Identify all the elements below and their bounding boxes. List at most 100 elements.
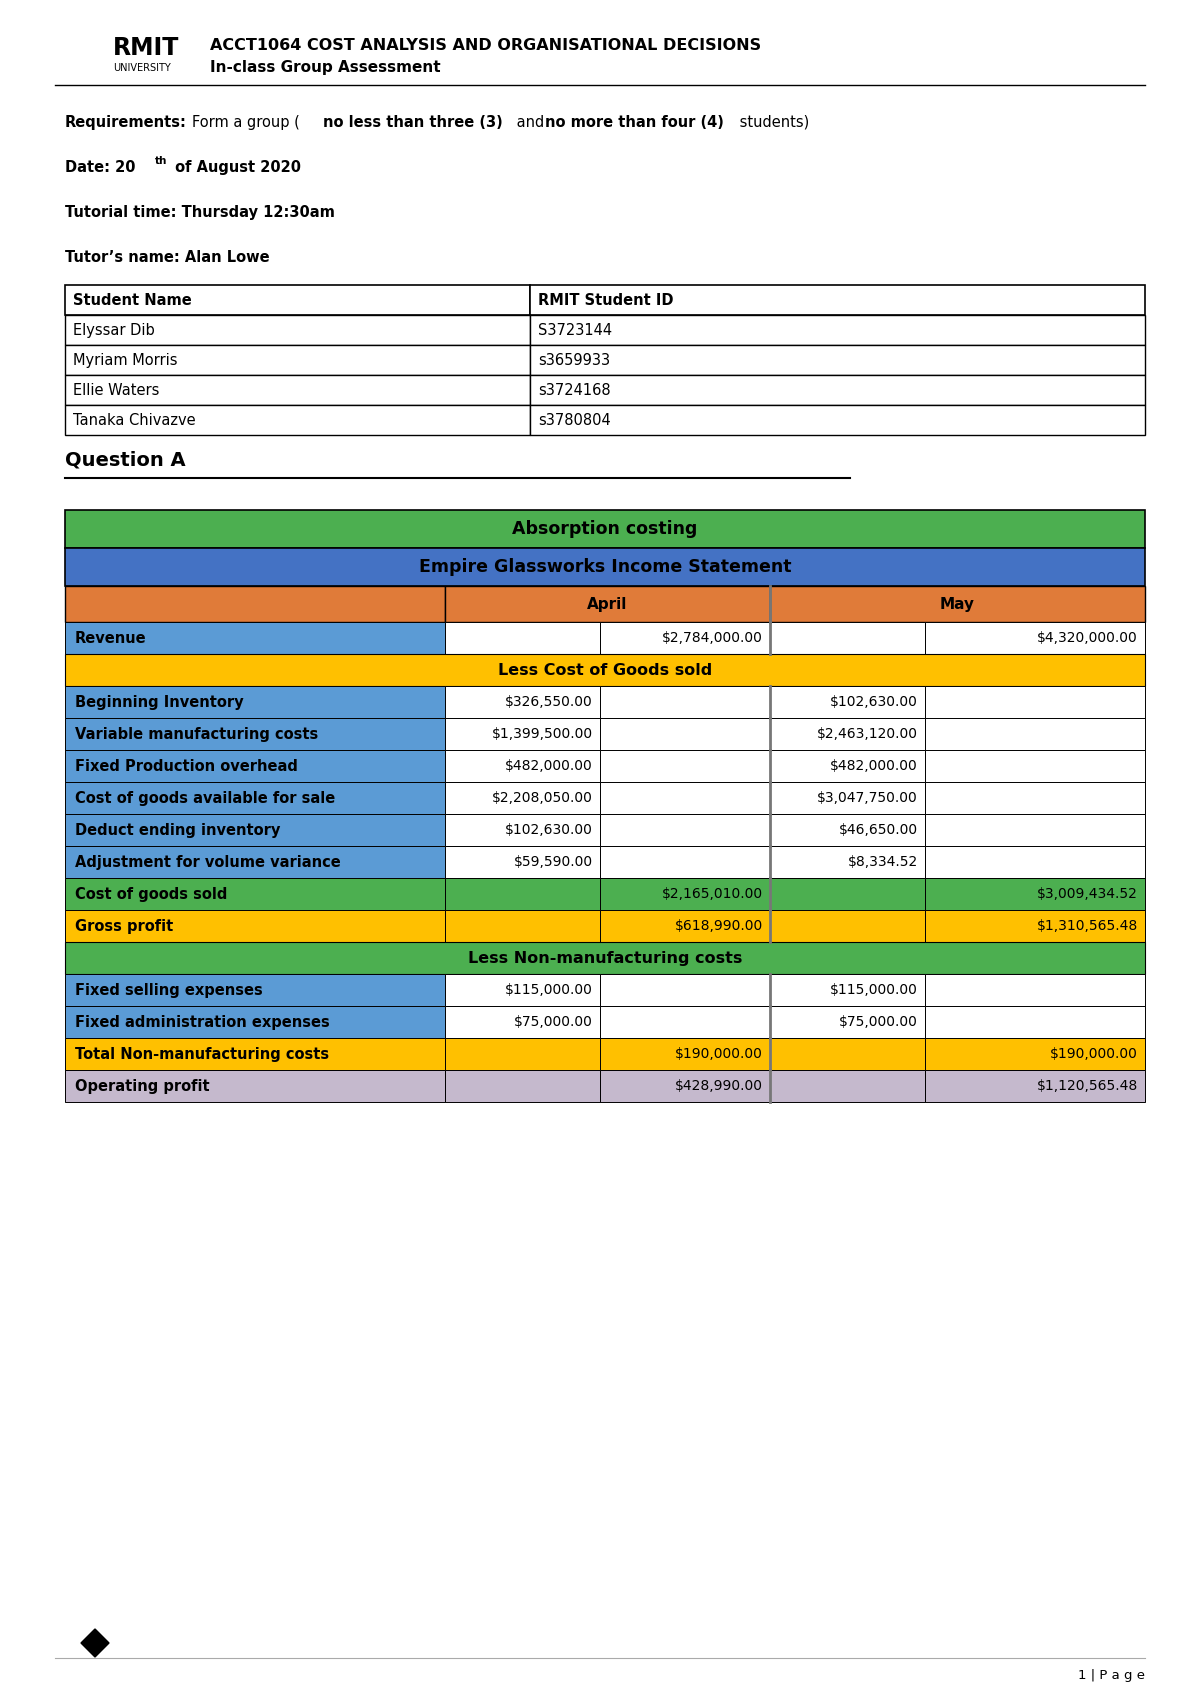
Bar [770,813,925,846]
Bar [445,718,600,751]
Text: Tanaka Chivazve: Tanaka Chivazve [73,413,196,428]
Bar [445,621,600,654]
Bar [770,1037,925,1070]
Bar [770,718,925,751]
Text: no less than three (3): no less than three (3) [323,114,503,129]
Bar [600,718,770,751]
Bar [925,621,1145,654]
Text: $1,120,565.48: $1,120,565.48 [1037,1078,1138,1094]
Text: Operating profit: Operating profit [74,1078,210,1094]
Text: $115,000.00: $115,000.00 [830,983,918,997]
Bar [65,846,445,878]
Text: no more than four (4): no more than four (4) [545,114,724,129]
Bar [65,509,1145,548]
Bar [65,316,530,345]
Bar [600,621,770,654]
Text: Less Non-manufacturing costs: Less Non-manufacturing costs [468,951,742,966]
Text: and: and [512,114,548,129]
Bar [925,975,1145,1005]
Bar [445,586,770,621]
Text: Deduct ending inventory: Deduct ending inventory [74,822,281,837]
Bar [925,686,1145,718]
Bar [65,1037,445,1070]
Text: Less Cost of Goods sold: Less Cost of Goods sold [498,662,712,678]
Bar [770,975,925,1005]
Text: Beginning Inventory: Beginning Inventory [74,694,244,710]
Text: $59,590.00: $59,590.00 [514,856,593,869]
Bar [530,345,1145,375]
Text: Date: 20: Date: 20 [65,160,136,175]
Text: $75,000.00: $75,000.00 [839,1015,918,1029]
Text: RMIT Student ID: RMIT Student ID [538,292,673,307]
Text: $4,320,000.00: $4,320,000.00 [1037,632,1138,645]
Bar [925,783,1145,813]
Bar [770,1005,925,1037]
Text: $326,550.00: $326,550.00 [505,694,593,710]
Text: $618,990.00: $618,990.00 [674,919,763,932]
Text: $482,000.00: $482,000.00 [830,759,918,773]
Bar [600,1070,770,1102]
Bar [600,910,770,942]
Text: $3,009,434.52: $3,009,434.52 [1037,886,1138,902]
Bar [65,813,445,846]
Text: $428,990.00: $428,990.00 [674,1078,763,1094]
Bar [65,621,445,654]
Text: $3,047,750.00: $3,047,750.00 [817,791,918,805]
Text: $2,463,120.00: $2,463,120.00 [817,727,918,740]
Polygon shape [82,1628,109,1657]
Bar [530,375,1145,406]
Text: $2,208,050.00: $2,208,050.00 [492,791,593,805]
Bar [65,878,445,910]
Text: Empire Glassworks Income Statement: Empire Glassworks Income Statement [419,559,791,576]
Bar [770,783,925,813]
Bar [445,910,600,942]
Bar [530,316,1145,345]
Bar [445,846,600,878]
Text: Cost of goods sold: Cost of goods sold [74,886,227,902]
Bar [65,942,1145,975]
Text: S3723144: S3723144 [538,323,612,338]
Bar [445,1070,600,1102]
Text: $190,000.00: $190,000.00 [1050,1048,1138,1061]
Text: $1,399,500.00: $1,399,500.00 [492,727,593,740]
Text: $8,334.52: $8,334.52 [847,856,918,869]
Bar [65,718,445,751]
Text: Question A: Question A [65,450,186,470]
Bar [925,1070,1145,1102]
Text: RMIT: RMIT [113,36,179,59]
Text: Tutorial time: Thursday 12:30am: Tutorial time: Thursday 12:30am [65,204,335,219]
Bar [770,621,925,654]
Bar [65,406,530,435]
Text: April: April [587,596,628,611]
Bar [65,686,445,718]
Bar [445,1005,600,1037]
Bar [770,846,925,878]
Text: Requirements:: Requirements: [65,114,187,129]
Bar [925,718,1145,751]
Text: 1 | P a g e: 1 | P a g e [1078,1669,1145,1681]
Text: of August 2020: of August 2020 [170,160,301,175]
Text: th: th [155,156,167,166]
Bar [65,654,1145,686]
Bar [770,910,925,942]
Text: Ellie Waters: Ellie Waters [73,382,160,397]
Text: Fixed administration expenses: Fixed administration expenses [74,1014,330,1029]
Text: Fixed selling expenses: Fixed selling expenses [74,983,263,997]
Text: students): students) [734,114,809,129]
Bar [770,878,925,910]
Text: In-class Group Assessment: In-class Group Assessment [210,59,440,75]
Text: $102,630.00: $102,630.00 [830,694,918,710]
Bar [600,975,770,1005]
Bar [925,846,1145,878]
Text: Form a group (: Form a group ( [192,114,300,129]
Bar [65,586,445,621]
Text: UNIVERSITY: UNIVERSITY [113,63,170,73]
Text: Myriam Morris: Myriam Morris [73,353,178,367]
Bar [925,1037,1145,1070]
Bar [600,846,770,878]
Text: Elyssar Dib: Elyssar Dib [73,323,155,338]
Text: $102,630.00: $102,630.00 [505,824,593,837]
Text: $190,000.00: $190,000.00 [676,1048,763,1061]
Bar [925,1005,1145,1037]
Text: $75,000.00: $75,000.00 [514,1015,593,1029]
